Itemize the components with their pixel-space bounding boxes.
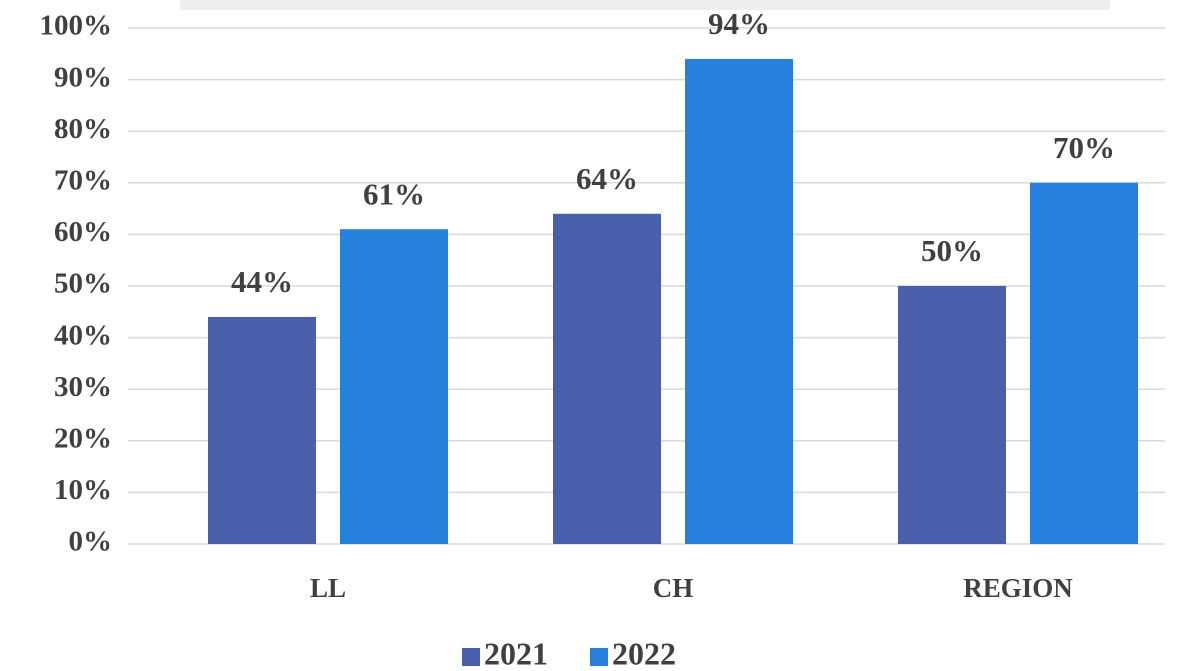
y-tick-label: 20% <box>54 422 112 454</box>
data-label: 94% <box>708 6 770 41</box>
y-tick-label: 80% <box>54 113 112 145</box>
background-band <box>180 0 1110 10</box>
bar <box>208 316 316 544</box>
y-tick-label: 30% <box>54 371 112 403</box>
y-tick-label: 40% <box>54 319 112 351</box>
legend-swatch <box>462 648 480 666</box>
y-tick-label: 0% <box>69 526 113 558</box>
y-tick-label: 10% <box>54 474 112 506</box>
y-tick-label: 90% <box>54 61 112 93</box>
legend-label: 2021 <box>484 635 548 671</box>
data-label: 64% <box>576 161 638 196</box>
bar <box>898 286 1006 544</box>
legend-swatch <box>590 648 608 666</box>
x-tick-label: CH <box>653 573 694 603</box>
x-tick-label: LL <box>310 573 346 603</box>
bar <box>685 58 793 545</box>
y-tick-label: 50% <box>54 268 112 300</box>
y-tick-label: 60% <box>54 216 112 248</box>
bar <box>553 213 661 544</box>
data-label: 50% <box>921 233 983 268</box>
x-tick-label: REGION <box>963 573 1073 603</box>
y-tick-label: 70% <box>54 164 112 196</box>
y-tick-label: 100% <box>40 10 113 42</box>
bar <box>1030 182 1138 545</box>
data-label: 70% <box>1053 130 1115 165</box>
legend-label: 2022 <box>612 635 676 671</box>
data-label: 61% <box>363 176 425 211</box>
data-label: 44% <box>231 264 293 299</box>
bar <box>340 229 448 545</box>
